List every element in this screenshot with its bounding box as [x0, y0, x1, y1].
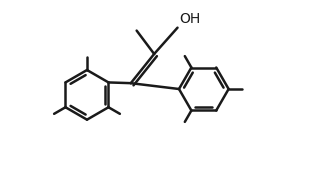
Text: OH: OH	[179, 12, 200, 26]
